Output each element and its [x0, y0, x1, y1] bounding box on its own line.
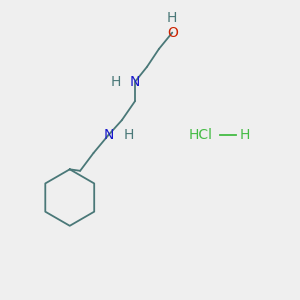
Text: N: N [130, 75, 140, 88]
Text: H: H [124, 128, 134, 142]
Text: HCl: HCl [188, 128, 212, 142]
Text: O: O [167, 26, 178, 40]
Text: H: H [167, 11, 178, 25]
Text: H: H [240, 128, 250, 142]
Text: H: H [111, 75, 121, 88]
Text: N: N [103, 128, 114, 142]
